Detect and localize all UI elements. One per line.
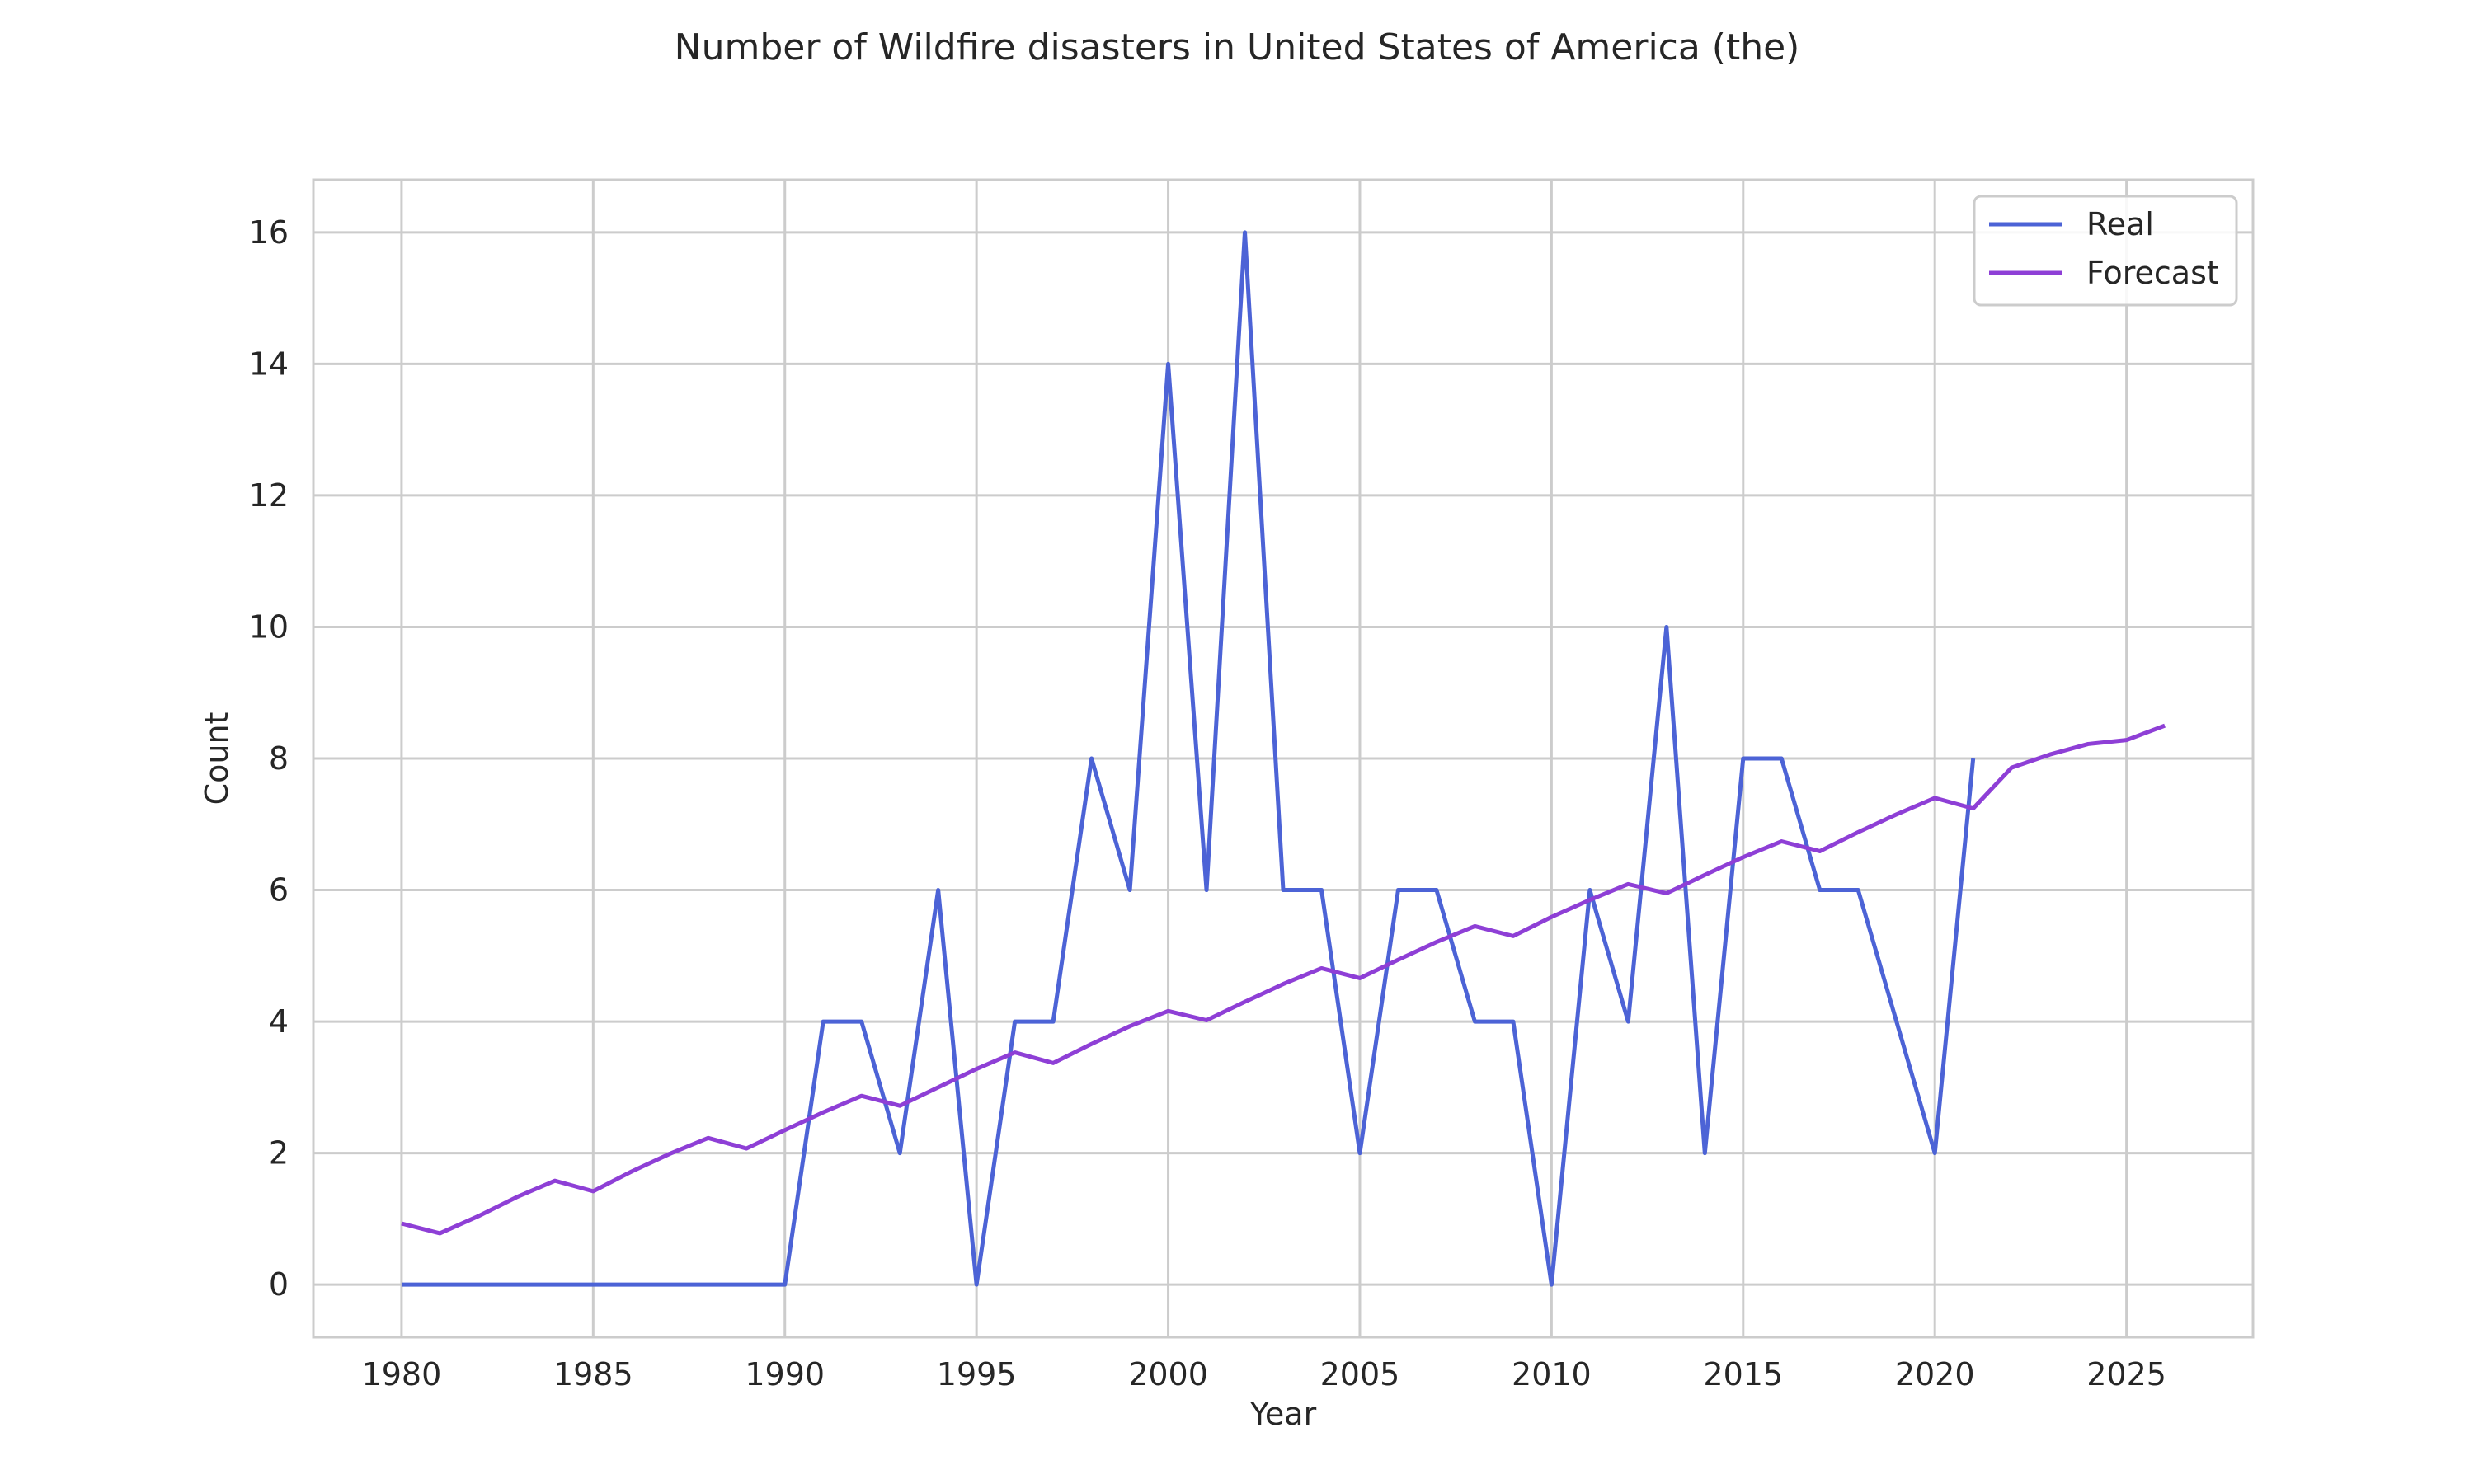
x-tick-label: 2015 — [1703, 1356, 1783, 1392]
y-tick-label: 6 — [269, 872, 289, 909]
series-line-forecast — [401, 723, 2166, 1236]
x-tick-label: 1995 — [937, 1356, 1017, 1392]
x-tick-label: 1990 — [745, 1356, 825, 1392]
x-axis-label: Year — [1249, 1396, 1317, 1432]
legend: Real Forecast — [1973, 195, 2238, 307]
y-tick-label: 10 — [249, 608, 289, 645]
x-tick-label: 2010 — [1512, 1356, 1592, 1392]
x-tick-label: 2020 — [1895, 1356, 1975, 1392]
y-tick-label: 4 — [269, 1003, 289, 1040]
series-layer — [401, 230, 2166, 1287]
y-tick-label: 8 — [269, 740, 289, 777]
series-line-real — [401, 230, 1976, 1287]
y-tick-label: 0 — [269, 1266, 289, 1303]
x-tick-label: 1985 — [553, 1356, 633, 1392]
x-tick-label: 2025 — [2086, 1356, 2166, 1392]
y-axis-label: Count — [199, 712, 235, 805]
y-tick-label: 12 — [249, 477, 289, 514]
y-tick-label: 14 — [249, 345, 289, 382]
plot-frame — [312, 178, 2255, 1339]
x-axis-ticks: 1980 1985 1990 1995 2000 2005 2010 2015 2020 2025 — [362, 1356, 2166, 1392]
chart-title: Number of Wildfire disasters in United S… — [675, 26, 1800, 68]
y-tick-label: 2 — [269, 1135, 289, 1172]
x-tick-label: 2000 — [1128, 1356, 1208, 1392]
legend-label-forecast: Forecast — [2086, 255, 2219, 291]
legend-label-real: Real — [2086, 206, 2154, 242]
grid — [313, 180, 2253, 1337]
x-tick-label: 1980 — [362, 1356, 442, 1392]
x-tick-label: 2005 — [1320, 1356, 1400, 1392]
y-tick-label: 16 — [249, 214, 289, 251]
y-axis-ticks: 0 2 4 6 8 10 12 14 16 — [249, 214, 289, 1303]
